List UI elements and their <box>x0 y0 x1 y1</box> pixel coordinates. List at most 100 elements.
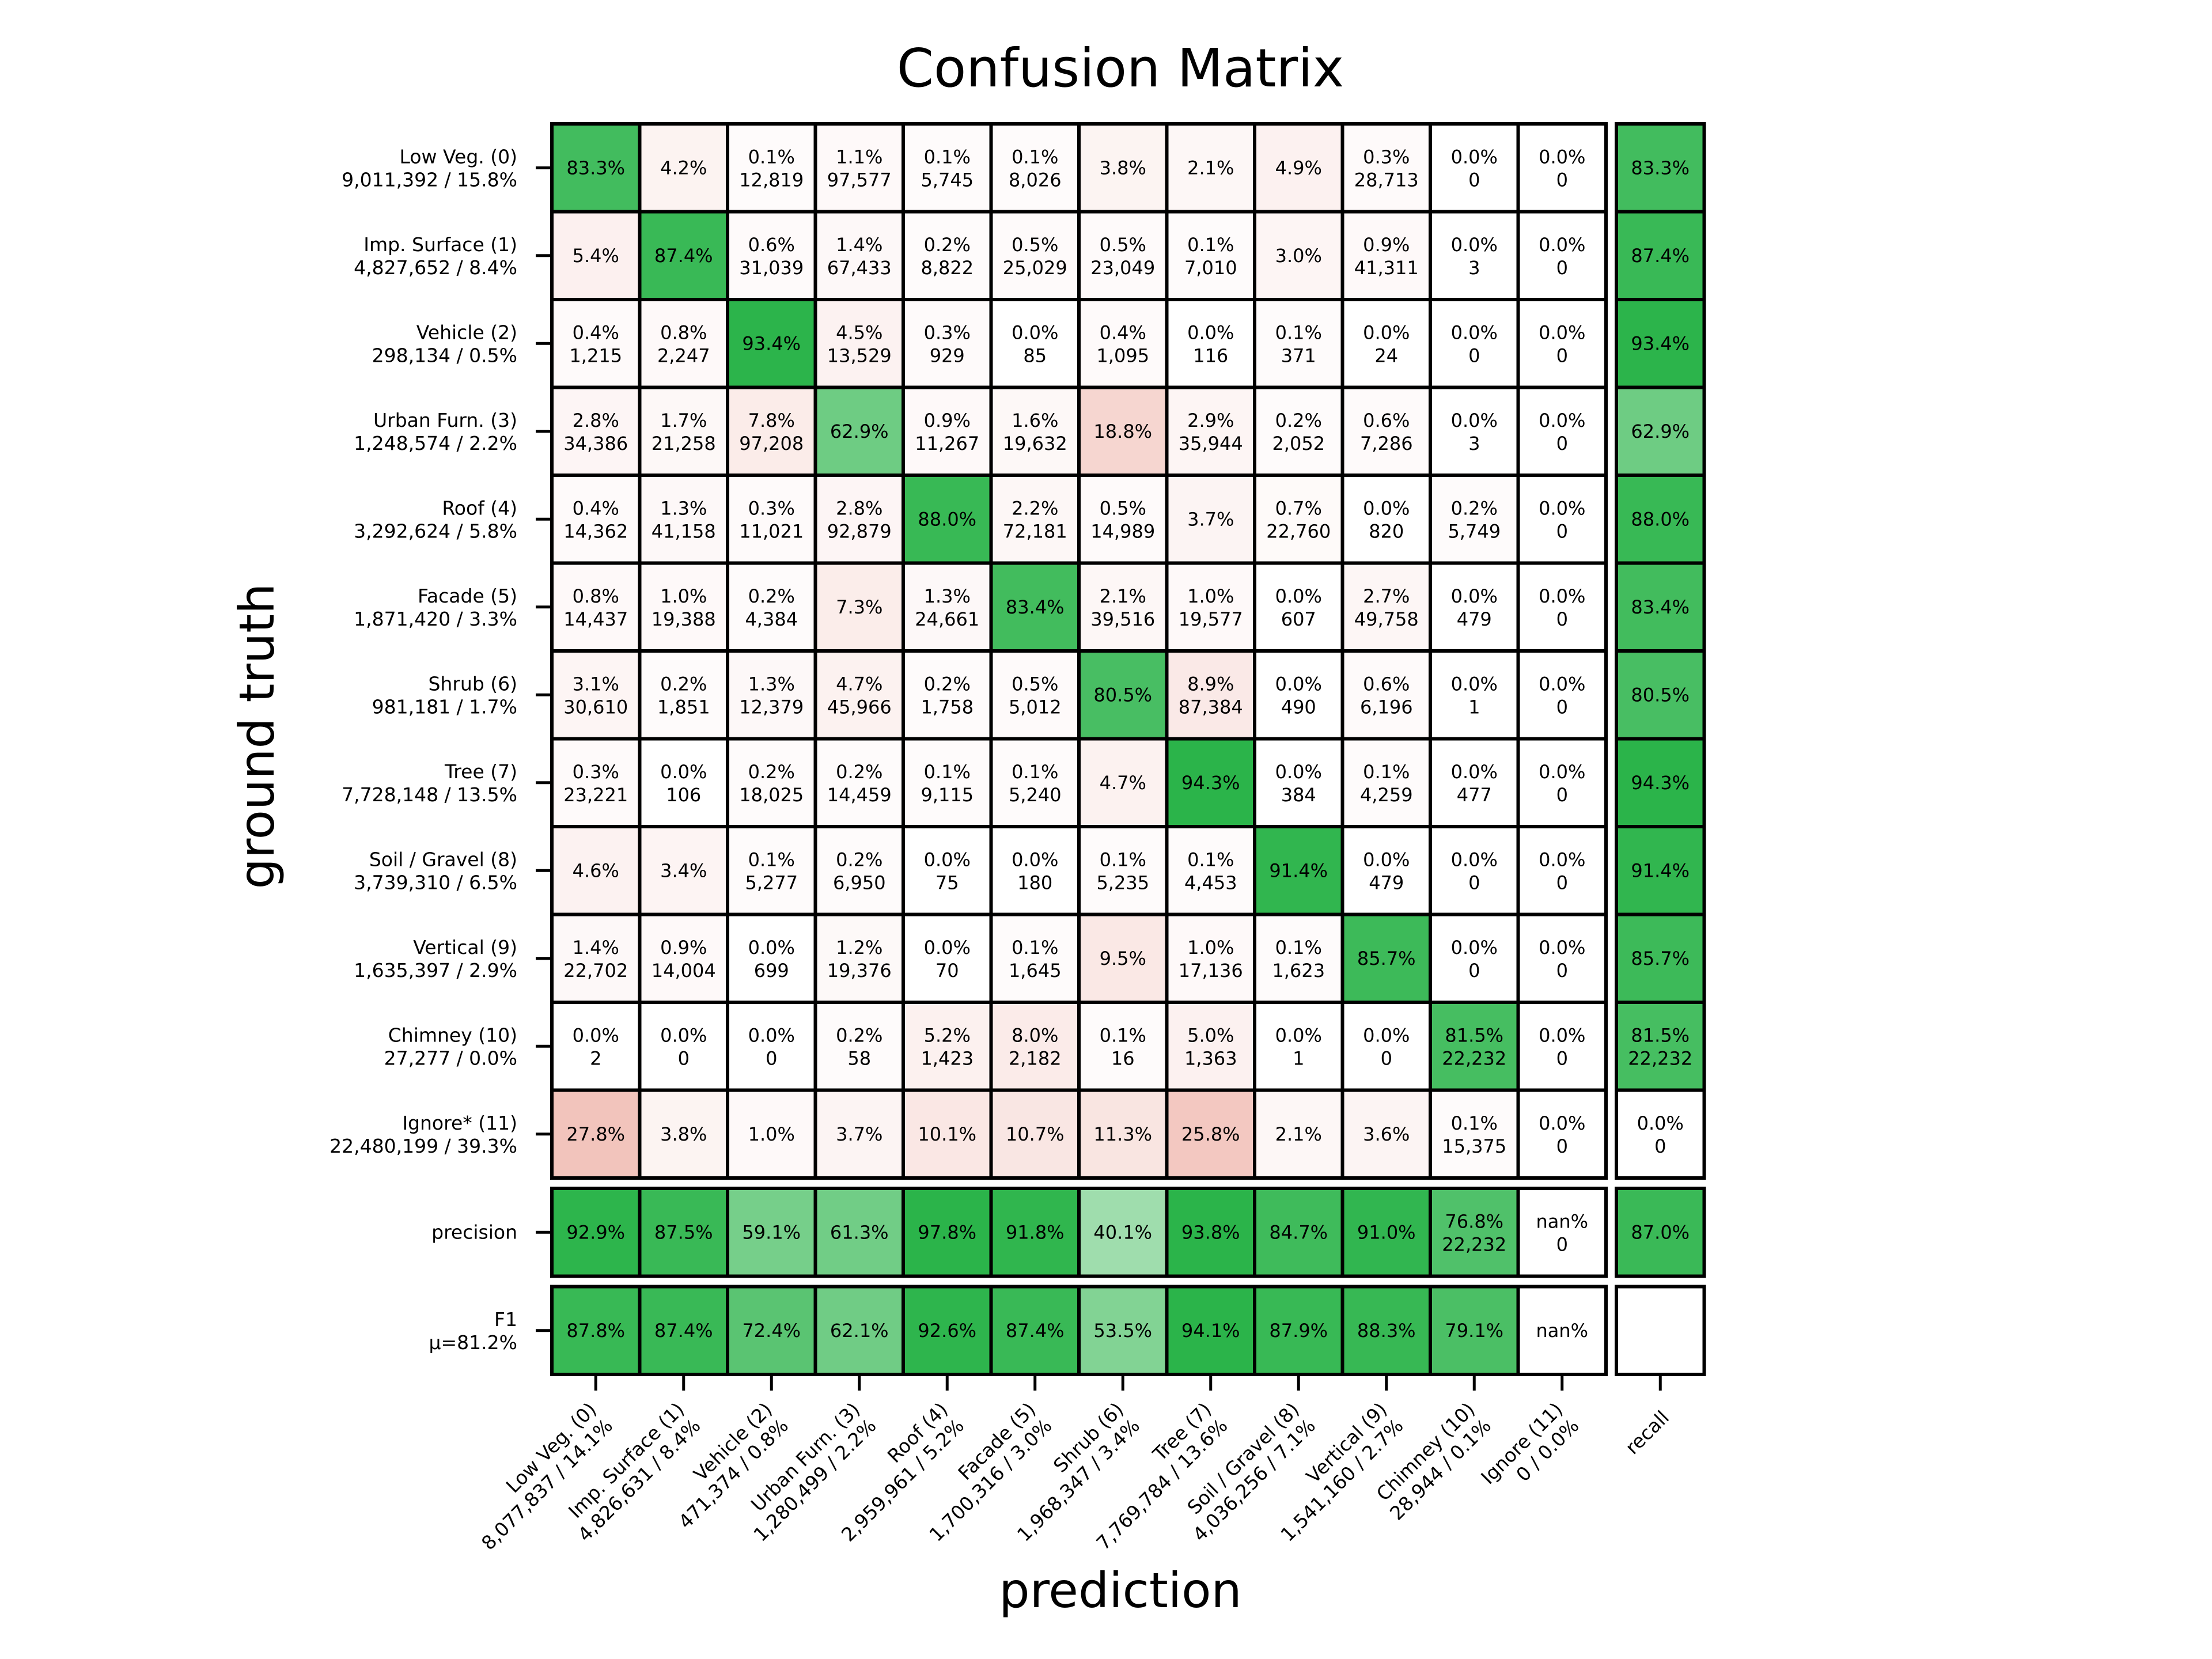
cell-rect <box>1077 385 1169 477</box>
matrix-cell: 0.5%25,029 <box>989 210 1081 301</box>
cell-rect <box>1253 649 1344 741</box>
matrix-cell: 0.0%3 <box>1429 385 1520 477</box>
matrix-cell: nan% <box>1516 1285 1608 1376</box>
matrix-cell: 0.7%22,760 <box>1253 474 1344 565</box>
cell-rect <box>1615 1285 1706 1376</box>
cell-rect <box>1253 385 1344 477</box>
cell-rect <box>1165 825 1256 916</box>
cell-percent: 83.4% <box>1006 596 1065 618</box>
cell-count: 41,311 <box>1354 257 1419 279</box>
matrix-cell: 87.8% <box>550 1285 642 1376</box>
matrix-cell: 0.0%477 <box>1429 737 1520 828</box>
cell-rect <box>1516 737 1608 828</box>
matrix-cell: 92.9% <box>550 1187 642 1278</box>
matrix-cell: 1.7%21,258 <box>638 385 729 477</box>
cell-percent: 2.9% <box>1187 410 1234 431</box>
cell-rect <box>1165 649 1256 741</box>
cell-rect <box>726 385 817 477</box>
cell-percent: 0.0% <box>1451 937 1498 959</box>
matrix-cell: 1.3%41,158 <box>638 474 729 565</box>
cell-rect <box>1077 210 1169 301</box>
matrix-cell: 93.8% <box>1165 1187 1256 1278</box>
cell-rect <box>902 122 993 214</box>
matrix-cell: 85.7% <box>1340 912 1432 1004</box>
matrix-cell: 11.3% <box>1077 1088 1169 1180</box>
cell-percent: 0.8% <box>573 585 619 607</box>
cell-percent: 92.6% <box>918 1320 976 1342</box>
matrix-cell: 80.5% <box>1077 649 1169 741</box>
matrix-cell: 0.2%8,822 <box>902 210 993 301</box>
cell-count: 0 <box>1381 1047 1392 1069</box>
cell-percent: 0.0% <box>1275 1024 1322 1046</box>
matrix-cell: 0.0%0 <box>1429 298 1520 389</box>
cell-count: 49,758 <box>1354 608 1419 630</box>
cell-percent: 1.2% <box>836 937 882 959</box>
cell-percent: 0.2% <box>660 673 707 695</box>
cell-rect <box>1340 210 1432 301</box>
cell-percent: 8.9% <box>1187 673 1234 695</box>
cell-percent: 0.5% <box>1012 673 1058 695</box>
matrix-cell: 0.2%14,459 <box>813 737 905 828</box>
cell-percent: 91.8% <box>1006 1221 1065 1243</box>
matrix-cell: 0.4%1,095 <box>1077 298 1169 389</box>
cell-percent: 0.7% <box>1275 497 1322 519</box>
cell-percent: 62.9% <box>1631 421 1690 442</box>
cell-percent: 4.5% <box>836 321 882 343</box>
cell-percent: 4.7% <box>1100 772 1146 794</box>
cell-rect <box>1615 561 1706 653</box>
cell-percent: 0.1% <box>748 146 795 168</box>
cell-count: 58 <box>847 1047 871 1069</box>
cell-rect <box>813 298 905 389</box>
cell-count: 30,610 <box>563 696 628 718</box>
row-class-label: Urban Furn. (3) <box>373 409 517 431</box>
matrix-cell: 83.3% <box>550 122 642 214</box>
matrix-cell: 0.1%12,819 <box>726 122 817 214</box>
cell-count: 25,029 <box>1003 257 1067 279</box>
matrix-cell: 0.0%70 <box>902 912 993 1004</box>
matrix-cell: 0.0%3 <box>1429 210 1520 301</box>
matrix-cell: 0.2%2,052 <box>1253 385 1344 477</box>
cell-count: 4,384 <box>745 608 798 630</box>
cell-percent: 0.2% <box>836 761 882 783</box>
cell-percent: 1.4% <box>836 234 882 256</box>
cell-percent: 85.7% <box>1357 948 1416 969</box>
row-count-label: 1,248,574 / 2.2% <box>354 432 517 454</box>
cell-rect <box>726 122 817 214</box>
cell-count: 7,286 <box>1360 433 1413 454</box>
row-class-label: Ignore* (11) <box>402 1112 517 1134</box>
cell-rect <box>1165 561 1256 653</box>
matrix-cell: 0.2%1,851 <box>638 649 729 741</box>
cell-percent: 0.4% <box>573 497 619 519</box>
cell-percent: 85.7% <box>1631 948 1690 969</box>
matrix-cell: 0.0%24 <box>1340 298 1432 389</box>
matrix-cell: 1.4%22,702 <box>550 912 642 1004</box>
row-class-label: Shrub (6) <box>428 672 517 695</box>
row-count-label: 1,635,397 / 2.9% <box>354 959 517 982</box>
matrix-cell: 0.1%4,453 <box>1165 825 1256 916</box>
row-count-label: 7,728,148 / 13.5% <box>342 783 517 806</box>
cell-percent: 0.2% <box>1451 497 1498 519</box>
cell-rect <box>1253 1088 1344 1180</box>
cell-count: 4,259 <box>1360 784 1413 806</box>
cell-rect <box>550 737 642 828</box>
cell-percent: 79.1% <box>1445 1320 1503 1342</box>
cell-percent: 9.5% <box>1100 948 1146 969</box>
cell-percent: 81.5% <box>1631 1024 1690 1046</box>
cell-rect <box>1615 122 1706 214</box>
cell-percent: 0.0% <box>924 937 971 959</box>
cell-percent: 87.4% <box>1006 1320 1065 1342</box>
matrix-cell: 25.8% <box>1165 1088 1256 1180</box>
cell-percent: 91.0% <box>1357 1221 1416 1243</box>
cell-count: 39,516 <box>1090 608 1155 630</box>
cell-percent: 0.1% <box>748 849 795 870</box>
cell-percent: 7.8% <box>748 410 795 431</box>
cell-percent: 97.8% <box>918 1221 976 1243</box>
cell-rect <box>638 1001 729 1092</box>
cell-rect <box>638 298 729 389</box>
cell-rect <box>1429 122 1520 214</box>
cell-rect <box>1340 737 1432 828</box>
row-class-label: Low Veg. (0) <box>400 145 517 168</box>
cell-rect <box>1165 1001 1256 1092</box>
cell-count: 5,277 <box>745 872 798 893</box>
y-axis-label: ground truth <box>229 584 285 889</box>
